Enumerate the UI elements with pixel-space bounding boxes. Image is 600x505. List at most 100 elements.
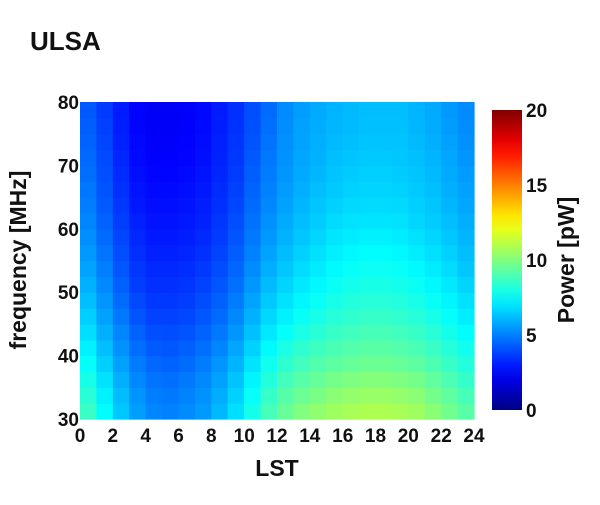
- heatmap-cell: [391, 117, 409, 135]
- heatmap-cell: [441, 197, 459, 214]
- heatmap-cell: [391, 260, 409, 277]
- heatmap-cell: [424, 260, 442, 277]
- heatmap-cell: [96, 276, 114, 293]
- heatmap-cell: [309, 149, 327, 166]
- heatmap-cell: [391, 387, 409, 404]
- y-axis-ticks: 30 40 50 60 70 80: [58, 93, 79, 431]
- heatmap-cell: [80, 244, 98, 262]
- heatmap-cell: [408, 403, 426, 420]
- heatmap-cell: [112, 403, 130, 420]
- heatmap-cell: [326, 260, 344, 277]
- heatmap-cell: [211, 292, 229, 309]
- heatmap-cell: [309, 165, 327, 182]
- heatmap-cell: [441, 308, 459, 325]
- heatmap-cell: [162, 244, 180, 262]
- heatmap-cell: [326, 102, 344, 119]
- heatmap-cell: [293, 181, 311, 198]
- heatmap-cell: [96, 339, 114, 357]
- heatmap-cell: [424, 212, 442, 230]
- heatmap-cell: [457, 244, 475, 262]
- heatmap-cell: [260, 181, 278, 198]
- heatmap-cell: [277, 355, 295, 373]
- heatmap-cell: [375, 181, 393, 198]
- heatmap-cell: [441, 387, 459, 404]
- heatmap-cell: [408, 292, 426, 309]
- heatmap-cell: [145, 244, 163, 262]
- heatmap-cell: [227, 149, 245, 166]
- heatmap-cell: [112, 323, 130, 341]
- heatmap-cell: [391, 355, 409, 373]
- heatmap-cell: [342, 387, 360, 404]
- heatmap-cell: [326, 355, 344, 373]
- heatmap-cell: [194, 308, 212, 325]
- heatmap-cell: [129, 102, 147, 119]
- heatmap-cell: [277, 244, 295, 262]
- heatmap-cell: [244, 339, 262, 357]
- heatmap-cell: [326, 339, 344, 357]
- x-tick-label: 2: [108, 426, 119, 447]
- heatmap-cell: [129, 276, 147, 293]
- heatmap-cell: [457, 117, 475, 135]
- heatmap-cell: [457, 181, 475, 198]
- heatmap-cell: [244, 117, 262, 135]
- heatmap-cell: [96, 308, 114, 325]
- heatmap-cell: [211, 403, 229, 420]
- heatmap-cell: [326, 387, 344, 404]
- heatmap-cell: [112, 308, 130, 325]
- heatmap-cell: [293, 102, 311, 119]
- heatmap-cell: [260, 355, 278, 373]
- heatmap-cell: [80, 133, 98, 151]
- heatmap-cell: [309, 244, 327, 262]
- heatmap-cell: [424, 165, 442, 182]
- heatmap-cell: [145, 197, 163, 214]
- heatmap-cell: [244, 308, 262, 325]
- heatmap-cell: [80, 276, 98, 293]
- heatmap-cell: [194, 260, 212, 277]
- y-tick-label: 70: [58, 156, 79, 177]
- heatmap-cell: [244, 403, 262, 420]
- heatmap-cell: [112, 339, 130, 357]
- heatmap-cell: [309, 260, 327, 277]
- x-tick-label: 18: [365, 426, 386, 447]
- heatmap-cell: [80, 228, 98, 246]
- heatmap-cell: [194, 197, 212, 214]
- heatmap-cell: [424, 292, 442, 309]
- heatmap-cell: [391, 292, 409, 309]
- heatmap-cell: [112, 244, 130, 262]
- heatmap-cell: [359, 308, 377, 325]
- heatmap-cell: [162, 276, 180, 293]
- heatmap-cell: [145, 133, 163, 151]
- heatmap-cell: [408, 260, 426, 277]
- heatmap-cell: [342, 212, 360, 230]
- heatmap-cell: [260, 323, 278, 341]
- heatmap-cell: [211, 323, 229, 341]
- heatmap-cell: [162, 260, 180, 277]
- heatmap-cell: [145, 323, 163, 341]
- heatmap-cell: [96, 323, 114, 341]
- heatmap-cell: [441, 149, 459, 166]
- heatmap-cell: [178, 181, 196, 198]
- heatmap-cell: [457, 276, 475, 293]
- heatmap-cell: [129, 387, 147, 404]
- heatmap-cell: [145, 339, 163, 357]
- heatmap-cell: [457, 165, 475, 182]
- heatmap-cell: [391, 323, 409, 341]
- heatmap-cell: [277, 181, 295, 198]
- heatmap-cell: [391, 102, 409, 119]
- heatmap-cell: [194, 117, 212, 135]
- heatmap-cell: [211, 117, 229, 135]
- heatmap-cell: [145, 371, 163, 388]
- heatmap-cell: [178, 197, 196, 214]
- heatmap-cell: [375, 292, 393, 309]
- heatmap-cell: [342, 403, 360, 420]
- heatmap-cell: [178, 371, 196, 388]
- heatmap-cell: [277, 371, 295, 388]
- heatmap-cell: [96, 292, 114, 309]
- heatmap-cell: [260, 228, 278, 246]
- heatmap-cell: [162, 387, 180, 404]
- heatmap-cell: [293, 165, 311, 182]
- heatmap-cell: [424, 323, 442, 341]
- heatmap-cell: [80, 339, 98, 357]
- heatmap-cell: [112, 276, 130, 293]
- heatmap-cell: [424, 117, 442, 135]
